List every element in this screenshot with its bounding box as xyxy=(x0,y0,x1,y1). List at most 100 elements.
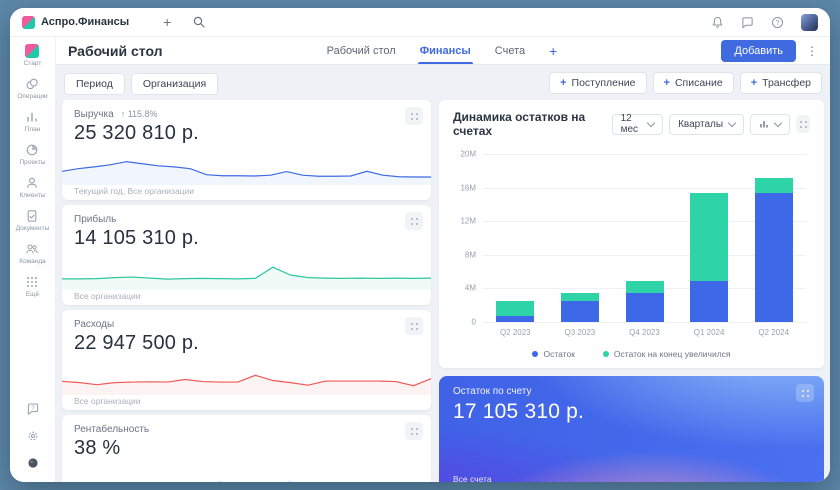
sidebar-item-clients[interactable]: Клиенты xyxy=(16,176,50,199)
projects-icon xyxy=(25,143,39,157)
add-tab-button[interactable]: + xyxy=(549,42,558,59)
y-axis-tick: 4M xyxy=(464,283,476,293)
messages-icon[interactable] xyxy=(741,16,754,29)
start-logo-icon xyxy=(25,44,40,58)
bar-segment-increase xyxy=(560,292,599,301)
bar-segment-increase xyxy=(754,178,793,194)
chevron-down-icon xyxy=(646,118,656,127)
add-button[interactable]: Добавить xyxy=(721,39,796,62)
workspace-tabs: Рабочий стол Финансы Счета + xyxy=(326,37,558,64)
sparkline-chart xyxy=(62,363,431,395)
x-axis-label: Q2 2023 xyxy=(499,328,531,337)
balance-dynamics-card: Динамика остатков на счетах 12 мес Кварта… xyxy=(439,100,824,368)
drag-handle-icon[interactable] xyxy=(405,317,423,335)
sidebar-item-more[interactable]: Ещё xyxy=(16,275,50,298)
kpi-value: 14 105 310 р. xyxy=(74,227,199,249)
legend-label: Остаток xyxy=(543,349,575,359)
legend-dot-icon xyxy=(602,351,609,357)
support-chat-icon[interactable]: ? xyxy=(26,402,40,416)
sidebar-item-start[interactable]: Старт xyxy=(16,44,50,67)
sidebar-item-documents[interactable]: Документы xyxy=(15,209,50,232)
control-label: 12 мес xyxy=(620,113,639,135)
page-header: Рабочий стол Рабочий стол Финансы Счета + Д… xyxy=(56,37,830,65)
person-icon xyxy=(25,176,39,190)
help-icon[interactable]: ? xyxy=(771,16,784,29)
kpi-value: 22 947 500 р. xyxy=(74,332,199,354)
people-icon xyxy=(25,242,39,256)
action-expense-button[interactable]: + Списание xyxy=(652,72,734,94)
filter-organization[interactable]: Организация xyxy=(130,73,219,95)
plan-chart-icon xyxy=(25,110,39,124)
coins-icon xyxy=(25,77,39,91)
kpi-title: Расходы xyxy=(74,319,115,330)
filter-period[interactable]: Период xyxy=(64,73,125,95)
sidebar-item-label: Проекты xyxy=(19,159,46,166)
drag-handle-icon[interactable] xyxy=(405,212,423,230)
sidebar-item-operations[interactable]: Операции xyxy=(16,77,50,100)
kpi-value: 38 % xyxy=(74,437,121,459)
create-button[interactable]: + xyxy=(163,14,172,30)
y-axis-tick: 16M xyxy=(460,183,476,193)
drag-handle-icon[interactable] xyxy=(405,107,423,125)
chart-control-grouping[interactable]: Кварталы xyxy=(669,113,745,135)
bar-segment-increase xyxy=(690,193,729,281)
tab-desktop[interactable]: Рабочий стол xyxy=(326,44,396,57)
tab-accounts[interactable]: Счета xyxy=(494,44,526,57)
drag-handle-icon[interactable] xyxy=(796,384,814,402)
sidebar-item-label: Клиенты xyxy=(19,192,46,199)
bar-segment-increase xyxy=(625,280,664,293)
balance-card-title: Остаток по счету xyxy=(453,386,532,397)
x-axis-label: Q1 2024 xyxy=(693,328,725,337)
bar-segment-ostatok xyxy=(625,292,664,322)
user-avatar[interactable] xyxy=(801,13,818,31)
sidebar-item-plan[interactable]: План xyxy=(16,110,50,133)
kpi-footer: Все организации xyxy=(74,291,141,301)
tab-finance[interactable]: Финансы xyxy=(417,37,473,64)
legend-item: Остаток на конец увеличился xyxy=(602,349,731,359)
action-label: Трансфер xyxy=(762,77,811,89)
sidebar-item-label: Документы xyxy=(15,225,50,232)
gridline xyxy=(483,221,806,223)
balance-card-footer: Все счета xyxy=(453,474,492,482)
sidebar: Старт Операции План Проекты Клиенты Документы… xyxy=(10,37,56,482)
drag-handle-icon[interactable] xyxy=(405,422,423,440)
y-axis-tick: 12M xyxy=(460,216,476,226)
more-menu-icon[interactable]: ⋮ xyxy=(806,43,818,58)
balance-card-value: 17 105 310 р. xyxy=(453,400,585,423)
action-income-button[interactable]: + Поступление xyxy=(549,72,647,94)
document-check-icon xyxy=(25,209,39,223)
kpi-title: Рентабельность xyxy=(74,424,150,435)
search-icon[interactable] xyxy=(193,16,205,28)
top-bar: Аспро.Финансы + ? xyxy=(10,8,830,37)
kpi-footer: Текущий год, Все организации xyxy=(74,186,195,196)
kpi-value: 25 320 810 р. xyxy=(74,122,199,144)
sparkline-chart xyxy=(62,153,431,185)
gear-icon[interactable] xyxy=(26,429,40,443)
drag-handle-icon[interactable] xyxy=(796,115,810,133)
sidebar-item-projects[interactable]: Проекты xyxy=(16,143,50,166)
notifications-bell-icon[interactable] xyxy=(711,16,724,29)
legend-label: Остаток на конец увеличился xyxy=(613,349,731,359)
chart-control-range[interactable]: 12 мес xyxy=(611,113,664,135)
sparkline-chart xyxy=(62,468,431,482)
app-logo-icon xyxy=(22,15,35,29)
sidebar-item-label: Старт xyxy=(23,60,42,67)
account-balance-card: Остаток по счету 17 105 310 р. Все счета xyxy=(439,376,824,482)
svg-text:?: ? xyxy=(776,19,780,26)
kpi-title: Выручка xyxy=(74,109,114,120)
kpi-footer: Все организации xyxy=(74,396,141,406)
sidebar-item-team[interactable]: Команда xyxy=(16,242,50,265)
x-axis-label: Q4 2023 xyxy=(629,328,660,337)
action-transfer-button[interactable]: + Трансфер xyxy=(739,72,822,94)
sidebar-item-label: Операции xyxy=(17,93,48,100)
chart-title: Динамика остатков на счетах xyxy=(453,110,586,138)
gridline xyxy=(483,254,806,256)
bar-segment-increase xyxy=(496,301,535,317)
chart-control-chart-type[interactable] xyxy=(750,113,791,135)
app-name: Аспро.Финансы xyxy=(41,16,130,28)
sidebar-item-label: Команда xyxy=(19,258,46,265)
dark-circle-icon[interactable] xyxy=(26,456,40,470)
plus-icon: + xyxy=(750,77,758,89)
kpi-card-profitability: Рентабельность 38 % xyxy=(62,415,431,482)
stacked-bar-chart: 20M 16M 12M 8M 4M 0 Q2 2023 Q3 2023 Q4 2023 Q1 20… xyxy=(460,150,806,337)
